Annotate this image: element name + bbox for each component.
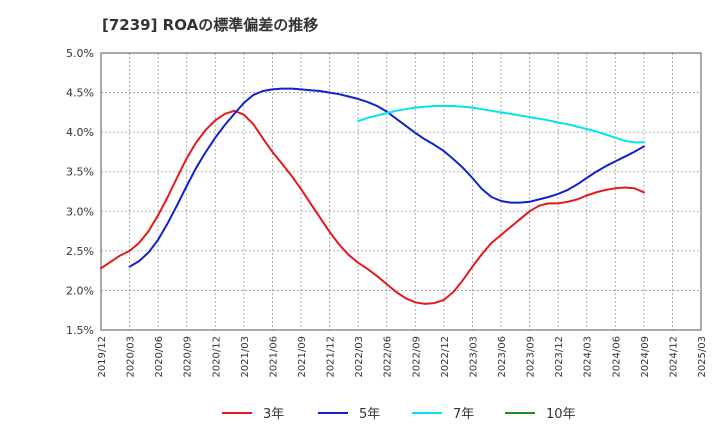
y-tick-label: 1.5%	[66, 324, 94, 337]
x-tick-label: 2021/09	[297, 336, 308, 378]
legend-label: 7年	[453, 407, 474, 422]
x-tick-label: 2022/12	[440, 336, 451, 378]
y-tick-label: 5.0%	[66, 47, 94, 60]
x-tick-label: 2025/03	[697, 336, 708, 378]
x-tick-label: 2020/12	[211, 336, 222, 378]
x-tick-label: 2020/06	[154, 336, 165, 378]
x-tick-label: 2020/09	[183, 336, 194, 378]
y-tick-label: 2.5%	[66, 245, 94, 258]
y-tick-label: 4.5%	[66, 87, 94, 100]
plot-border	[100, 52, 702, 331]
chart-title: [7239] ROAの標準偏差の推移	[102, 16, 319, 34]
y-tick-label: 3.5%	[66, 166, 94, 179]
y-tick-label: 4.0%	[66, 126, 94, 139]
x-tick-label: 2022/09	[411, 336, 422, 378]
x-tick-label: 2023/09	[526, 336, 537, 378]
x-tick-label: 2024/12	[668, 336, 679, 378]
x-tick-label: 2021/12	[326, 336, 337, 378]
x-tick-label: 2021/03	[240, 336, 251, 378]
x-tick-label: 2023/06	[497, 336, 508, 378]
x-tick-label: 2021/06	[268, 336, 279, 378]
x-tick-label: 2024/03	[583, 336, 594, 378]
x-tick-label: 2023/12	[554, 336, 565, 378]
series-line-5年	[128, 87, 645, 268]
x-tick-label: 2020/03	[126, 336, 137, 378]
y-tick-label: 3.0%	[66, 205, 94, 218]
x-tick-label: 2024/09	[640, 336, 651, 378]
x-tick-label: 2022/03	[354, 336, 365, 378]
x-tick-label: 2022/06	[383, 336, 394, 378]
legend-label: 10年	[546, 407, 576, 422]
series-line-7年	[357, 105, 645, 144]
y-tick-label: 2.0%	[66, 284, 94, 297]
x-tick-label: 2019/12	[97, 336, 108, 378]
plot-area	[101, 53, 701, 330]
series-line-3年	[100, 109, 645, 305]
legend-label: 3年	[263, 407, 284, 422]
legend-label: 5年	[359, 407, 380, 422]
x-tick-label: 2024/06	[611, 336, 622, 378]
x-tick-label: 2023/03	[468, 336, 479, 378]
